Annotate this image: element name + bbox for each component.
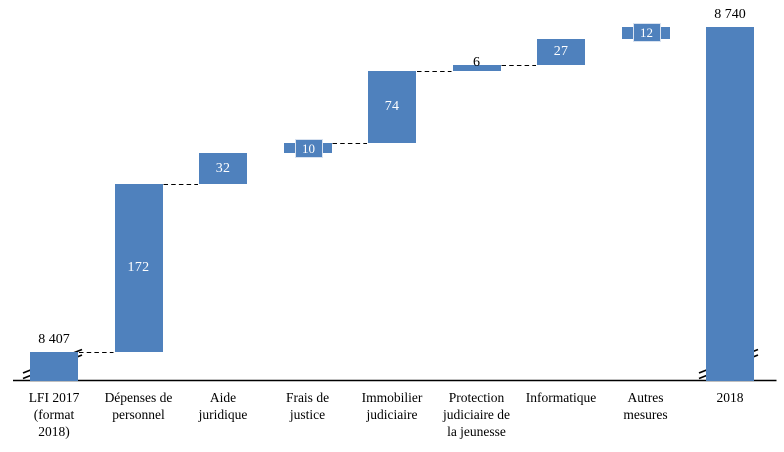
category-label-line: Autres <box>627 390 664 405</box>
category-label-line: juridique <box>198 407 248 422</box>
category-label-informatique: Informatique <box>514 389 608 406</box>
category-label-line: judiciaire de <box>442 407 511 422</box>
category-label-protection-judiciaire-de-la-jeunesse: Protection judiciaire de la jeunesse <box>430 389 524 440</box>
category-label-line: Frais de <box>285 390 330 405</box>
category-label-line: 2018) <box>38 424 70 439</box>
category-label-depenses-de-personnel: Dépenses de personnel <box>92 389 186 423</box>
bar-protection-judiciaire-de-la-jeunesse <box>452 65 501 71</box>
category-label-aide-juridique: Aide juridique <box>176 389 270 423</box>
bar-lfi-2017-format-2018 <box>30 352 78 381</box>
value-label-depenses-de-personnel: 172 <box>127 260 150 275</box>
category-label-line: Protection <box>448 390 505 405</box>
category-label-2018: 2018 <box>683 389 777 406</box>
category-label-line: personnel <box>112 407 165 422</box>
category-label-line: 2018 <box>716 390 744 405</box>
category-label-line: judiciaire <box>366 407 418 422</box>
category-label-line: Dépenses de <box>104 390 173 405</box>
value-label-informatique: 27 <box>553 44 569 59</box>
bar-immobilier-judiciaire: 74 <box>368 71 416 143</box>
bar-2018 <box>706 27 754 381</box>
category-label-line: Immobilier <box>361 390 423 405</box>
bar-depenses-de-personnel: 172 <box>114 184 163 352</box>
category-label-line: LFI 2017 <box>28 390 80 405</box>
value-label-frais-de-justice: 10 <box>294 139 323 158</box>
category-label-immobilier-judiciaire: Immobilier judiciaire <box>345 389 439 423</box>
category-label-line: mesures <box>623 407 668 422</box>
category-label-line: Aide <box>209 390 237 405</box>
value-label-immobilier-judiciaire: 74 <box>384 99 400 114</box>
category-label-line: Informatique <box>525 390 597 405</box>
category-label-frais-de-justice: Frais de justice <box>261 389 355 423</box>
value-label-protection-judiciaire-de-la-jeunesse: 6 <box>473 55 480 70</box>
value-label-2018: 8 740 <box>714 7 746 22</box>
category-label-line: justice <box>289 407 326 422</box>
value-label-lfi-2017-format-2018: 8 407 <box>38 332 70 347</box>
value-label-autres-mesures: 12 <box>632 23 661 42</box>
category-label-lfi-2017-format-2018: LFI 2017 (format 2018) <box>7 389 101 440</box>
category-label-autres-mesures: Autres mesures <box>599 389 693 423</box>
category-label-line: la jeunesse <box>447 424 506 439</box>
bar-aide-juridique: 32 <box>199 153 247 184</box>
category-label-line: (format <box>33 407 75 422</box>
bar-informatique: 27 <box>537 39 585 65</box>
value-label-aide-juridique: 32 <box>215 160 231 176</box>
